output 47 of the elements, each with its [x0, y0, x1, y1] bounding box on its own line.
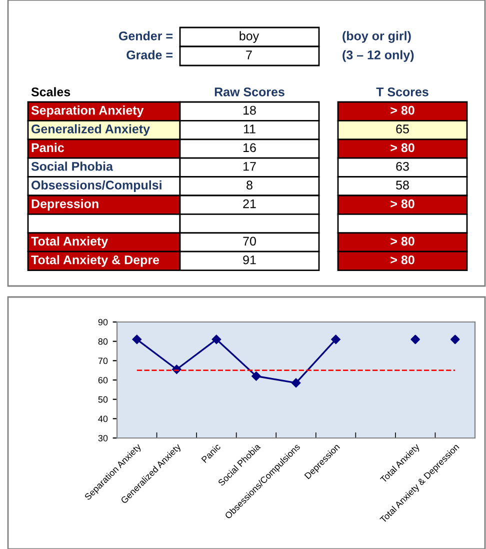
- category-label: Generalized Anxiety: [32, 124, 150, 136]
- text: Gender =: [118, 31, 172, 40]
- point: [410, 334, 420, 344]
- y-tick-label: 90: [98, 318, 108, 326]
- text: Grade =: [126, 50, 172, 60]
- text: (boy or girl): [342, 31, 411, 43]
- point: [252, 372, 261, 381]
- data-label: 65: [396, 124, 409, 134]
- y-tick-label: 50: [98, 396, 108, 403]
- category-label: Total Anxiety: [31, 236, 108, 248]
- point: [212, 334, 222, 344]
- data-label: 70: [243, 236, 256, 246]
- category-label: Social Phobia: [31, 162, 114, 171]
- data-label: 18: [244, 106, 256, 115]
- data-label: > 80: [390, 236, 414, 246]
- data-label: 58: [396, 180, 409, 190]
- data-label: > 80: [390, 255, 414, 264]
- data-label: 63: [396, 162, 409, 171]
- data-label: 11: [244, 124, 256, 134]
- category-label: Obsessions/Compulsi: [32, 180, 162, 192]
- data-label: 91: [243, 255, 256, 264]
- data-label: > 80: [390, 106, 414, 115]
- series-label: Raw Scores: [214, 88, 284, 96]
- data-label: 17: [244, 162, 256, 171]
- y-tick-label: 40: [98, 416, 108, 422]
- data-label: > 80: [390, 199, 414, 208]
- point: [331, 334, 340, 344]
- text: boy: [240, 31, 260, 43]
- point: [450, 334, 460, 344]
- y-tick-label: 30: [98, 434, 108, 442]
- data-label: > 80: [390, 143, 414, 152]
- data-label: 8: [246, 180, 252, 190]
- text: 7: [246, 50, 252, 60]
- data-label: 16: [244, 143, 256, 152]
- category-label: Separation Anxiety: [31, 106, 144, 118]
- category-label: Total Anxiety & Depre: [31, 255, 160, 267]
- y-tick-label: 60: [98, 376, 108, 384]
- point: [132, 334, 142, 344]
- series-label: T Scores: [376, 88, 428, 96]
- point: [291, 378, 301, 388]
- text: Scales: [31, 87, 70, 96]
- category-label: Panic: [32, 142, 64, 152]
- text: (3 – 12 only): [342, 50, 414, 62]
- data-label: 21: [243, 199, 256, 208]
- y-tick-label: 80: [98, 338, 108, 345]
- category-label: Depression: [32, 199, 98, 211]
- y-tick-label: 70: [98, 358, 108, 364]
